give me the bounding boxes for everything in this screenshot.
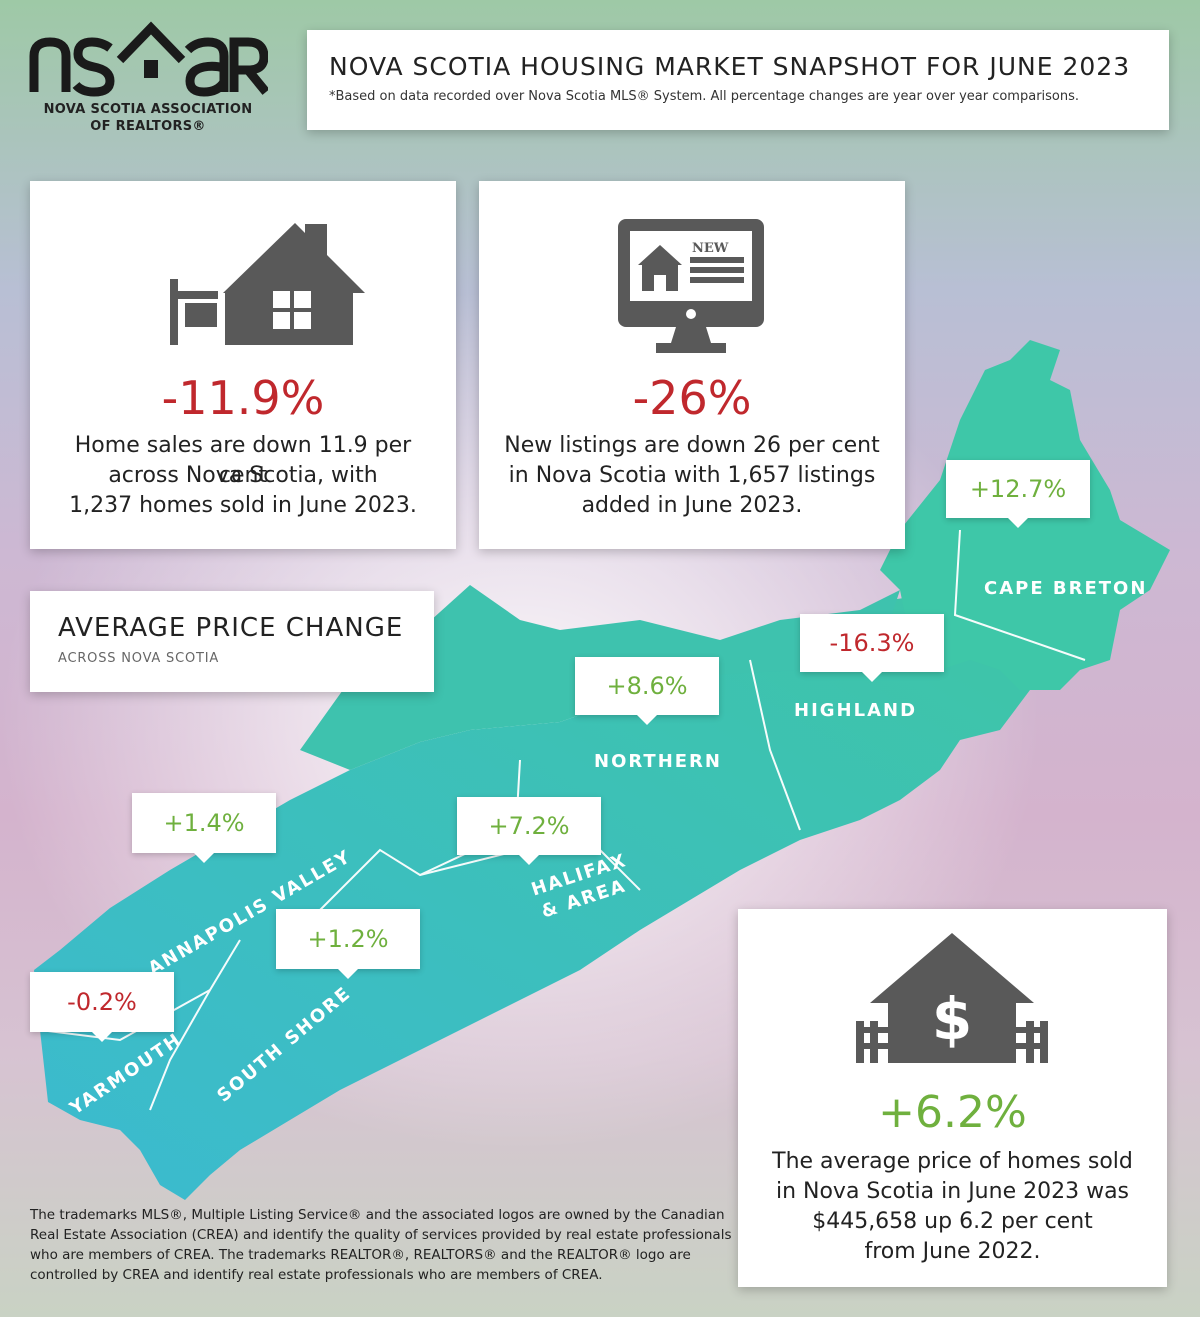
yarmouth-border <box>39 989 211 1042</box>
house-for-sale-icon <box>170 223 365 345</box>
header-card: NOVA SCOTIA HOUSING MARKET SNAPSHOT FOR … <box>307 30 1169 130</box>
average-price-desc-4: from June 2022. <box>864 1239 1041 1264</box>
new-listings-card: NEW -26% New listings are down 26 per ce… <box>479 181 905 549</box>
logo-line-1: NOVA SCOTIA ASSOCIATION <box>43 102 253 117</box>
average-price-change-subtitle: ACROSS NOVA SCOTIA <box>58 651 220 666</box>
highland-border <box>749 659 801 831</box>
callout-northern: +8.6% <box>575 657 719 725</box>
home-sales-value: -11.9% <box>161 371 325 425</box>
mainland-shape <box>34 590 1030 1200</box>
new-listings-desc-1: New listings are down 26 per cent <box>504 433 880 458</box>
southshore-border <box>149 939 241 1111</box>
new-listings-desc-2: in Nova Scotia with 1,657 listings <box>508 463 876 488</box>
home-sales-desc-2: across Nova Scotia, with <box>108 463 378 488</box>
house-dollar-icon: $ <box>856 933 1048 1063</box>
average-price-desc-1: The average price of homes sold <box>772 1149 1133 1174</box>
average-price-desc-3: $445,658 up 6.2 per cent <box>812 1209 1093 1234</box>
new-listings-value: -26% <box>632 371 752 425</box>
callout-highland: -16.3% <box>800 614 944 682</box>
logo-line-2: OF REALTORS® <box>90 119 206 134</box>
page-title: NOVA SCOTIA HOUSING MARKET SNAPSHOT FOR … <box>329 52 1131 81</box>
cape-breton-border <box>953 529 1086 661</box>
trademark-footer: The trademarks MLS®, Multiple Listing Se… <box>30 1207 732 1283</box>
callout-annapolis-valley: +1.4% <box>132 793 276 863</box>
callout-cape-breton: +12.7% <box>946 460 1090 528</box>
page-note: *Based on data recorded over Nova Scotia… <box>329 89 1080 104</box>
region-label-highland: HIGHLAND <box>794 700 918 721</box>
region-label-northern: NORTHERN <box>594 751 722 772</box>
new-listings-desc-3: added in June 2023. <box>581 493 803 518</box>
nsar-logo: NOVA SCOTIA ASSOCIATION OF REALTORS® <box>28 20 270 140</box>
callout-south-shore: +1.2% <box>276 909 420 979</box>
average-price-value: +6.2% <box>878 1087 1027 1138</box>
average-price-change-title: AVERAGE PRICE CHANGE <box>58 613 404 643</box>
callout-halifax: +7.2% <box>457 797 601 865</box>
home-sales-desc-3: 1,237 homes sold in June 2023. <box>69 493 417 518</box>
home-sales-card: -11.9% Home sales are down 11.9 per cent… <box>30 181 456 549</box>
new-badge: NEW <box>692 241 729 256</box>
nsar-wordmark <box>29 21 270 97</box>
callout-yarmouth: -0.2% <box>30 972 174 1042</box>
computer-new-listing-icon: NEW <box>618 219 764 353</box>
region-label-cape-breton: CAPE BRETON <box>984 578 1148 599</box>
average-price-change-card: AVERAGE PRICE CHANGE ACROSS NOVA SCOTIA <box>30 591 434 692</box>
svg-text:$: $ <box>932 985 972 1053</box>
average-price-desc-2: in Nova Scotia in June 2023 was <box>775 1179 1130 1204</box>
home-sales-desc-1: Home sales are down 11.9 per cent <box>74 433 412 488</box>
average-price-card: $ +6.2% The average price of homes sold … <box>738 909 1167 1287</box>
